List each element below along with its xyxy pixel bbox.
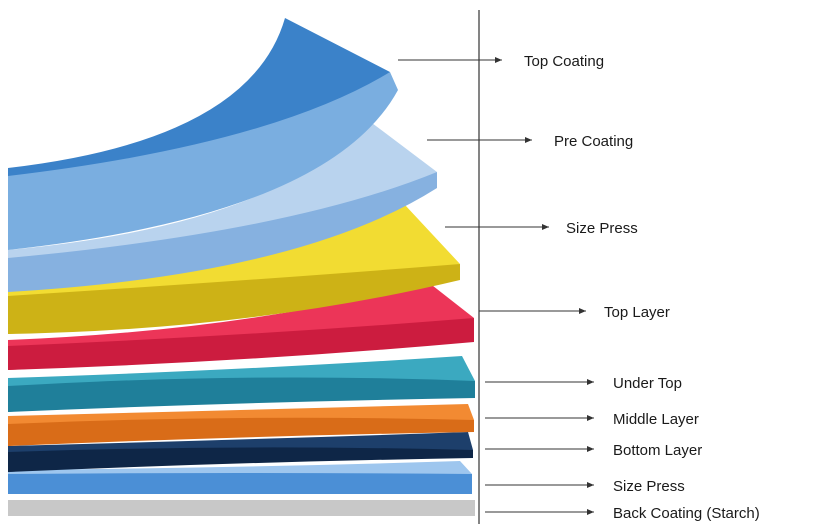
label-under-top: Under Top <box>613 375 682 392</box>
label-size-press-lower: Size Press <box>613 478 685 495</box>
layer-size-press-lower <box>8 461 472 494</box>
layer-top <box>8 282 474 370</box>
label-top-layer: Top Layer <box>604 304 670 321</box>
layer-pre-coating <box>8 120 437 292</box>
leader-arrows <box>398 57 594 515</box>
layer-bottom <box>8 432 473 472</box>
layer-top-coating <box>8 18 398 250</box>
label-pre-coating: Pre Coating <box>554 133 633 150</box>
layer-back-coating <box>8 500 475 516</box>
layer-size-press-upper <box>8 205 460 334</box>
label-bottom-layer: Bottom Layer <box>613 442 702 459</box>
layer-labels: Top Coating Pre Coating Size Press Top L… <box>524 53 760 522</box>
label-size-press-upper: Size Press <box>566 220 638 237</box>
label-top-coating: Top Coating <box>524 53 604 70</box>
layer-middle <box>8 404 474 446</box>
label-back-coating: Back Coating (Starch) <box>613 505 760 522</box>
layer-under-top <box>8 356 475 412</box>
label-middle-layer: Middle Layer <box>613 411 699 428</box>
